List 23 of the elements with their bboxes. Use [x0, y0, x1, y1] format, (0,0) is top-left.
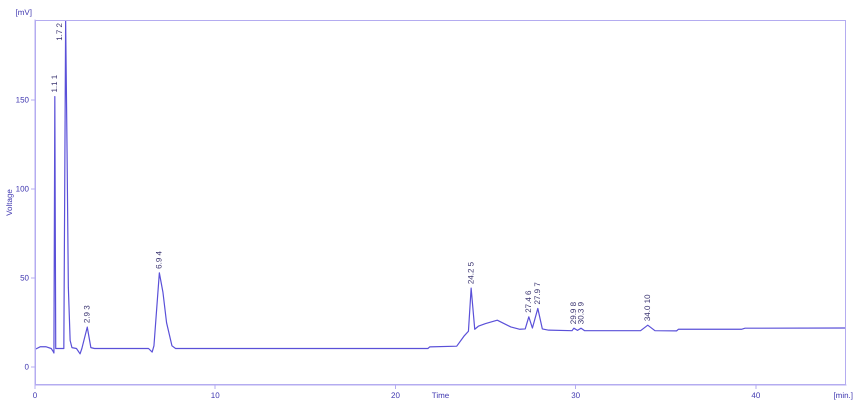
- x-tick-label: 20: [390, 391, 400, 400]
- annotation: 27.9 7: [533, 282, 542, 304]
- x-tick-label: 40: [751, 391, 761, 400]
- annotation: 27.4 6: [524, 290, 534, 313]
- y-axis-title: Voltage: [5, 188, 14, 216]
- y-tick-label: 150: [16, 95, 30, 104]
- x-tick-label: 0: [32, 391, 38, 400]
- annotation: 1.7 2: [54, 22, 64, 41]
- annotation: 24.2 5: [466, 261, 476, 284]
- y-tick-label: 0: [24, 362, 30, 372]
- text: [mV]: [16, 8, 32, 18]
- y-tick-label: 50: [20, 273, 30, 282]
- annotation: 34.0 10: [642, 294, 652, 322]
- x-tick-label: 10: [210, 391, 220, 400]
- x-axis-title: Time: [432, 391, 450, 400]
- text: [min.]: [833, 391, 853, 400]
- annotation: 2.9 3: [82, 304, 92, 324]
- y-tick-label: 100: [16, 184, 30, 194]
- annotation: 30.3 9: [576, 301, 586, 324]
- annotation: 6.9 4: [154, 250, 164, 269]
- x-tick-label: 30: [571, 391, 581, 400]
- annotation: 1.1 1: [50, 74, 60, 93]
- annotation: 29.9 8: [569, 301, 578, 324]
